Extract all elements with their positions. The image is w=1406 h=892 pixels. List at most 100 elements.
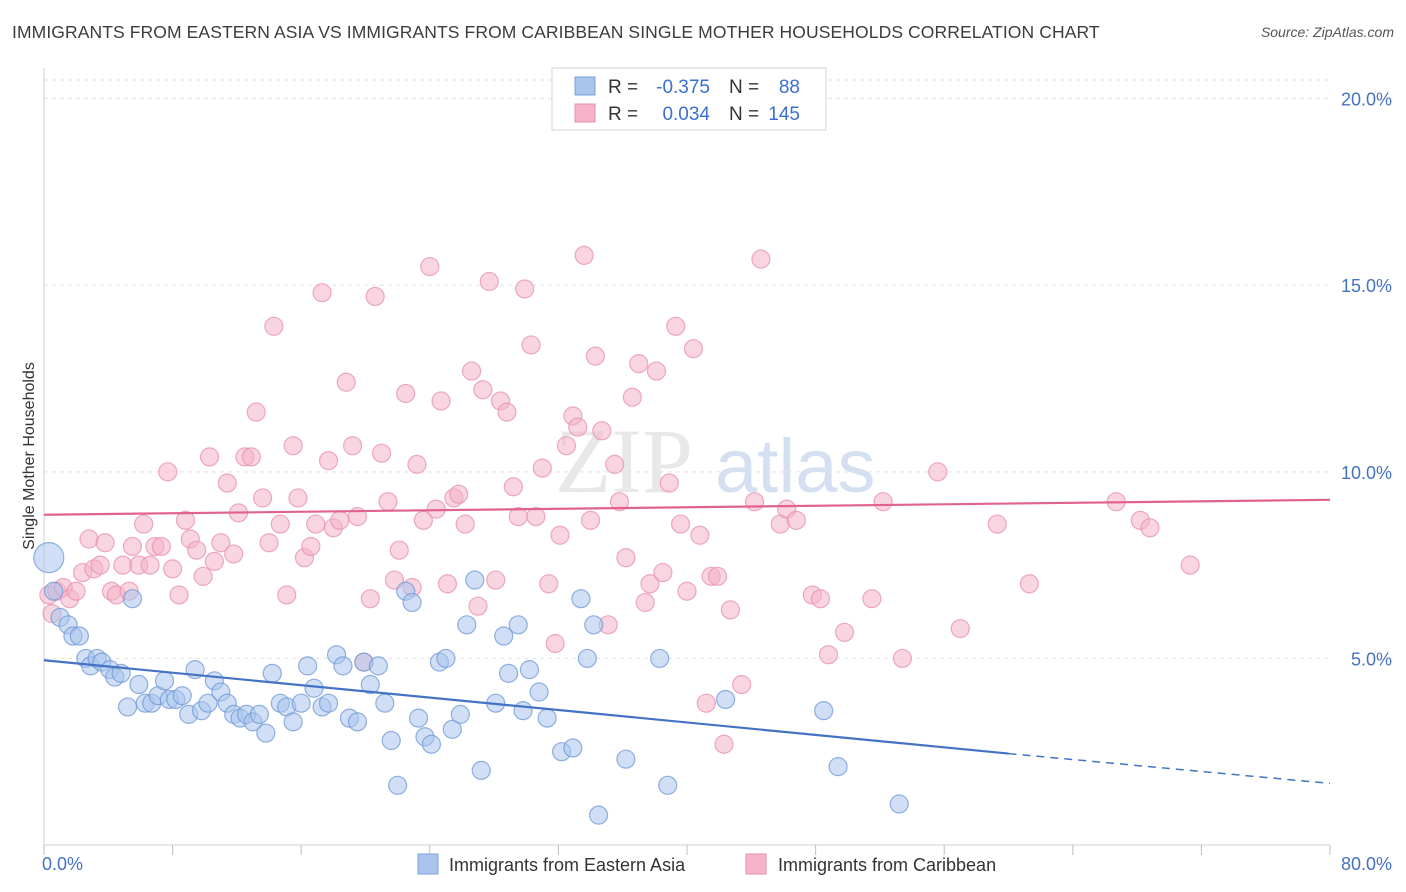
eastern-asia-point-86 — [828, 757, 848, 777]
y-axis-title: Single Mother Households — [21, 362, 38, 550]
caribbean-point-42 — [283, 436, 303, 456]
caribbean-point-73 — [468, 596, 488, 616]
caribbean-point-15 — [122, 536, 143, 557]
caribbean-point-121 — [786, 510, 806, 530]
eastern-asia-point-19 — [154, 671, 175, 691]
caribbean-point-48 — [318, 451, 339, 471]
eastern-asia-point-44 — [318, 693, 339, 713]
caribbean-point-118 — [751, 249, 771, 269]
legend-n-value-2: 145 — [768, 104, 800, 125]
caribbean-point-96 — [605, 454, 625, 474]
caribbean-point-46 — [306, 514, 326, 534]
eastern-asia-point-22 — [172, 686, 192, 706]
caribbean-point-102 — [640, 574, 660, 594]
caribbean-point-127 — [873, 492, 893, 512]
caribbean-point-109 — [683, 339, 704, 359]
caribbean-point-128 — [892, 648, 913, 669]
caribbean-point-107 — [670, 514, 691, 534]
caribbean-point-7 — [79, 529, 99, 549]
legend-swatch-caribbean — [574, 103, 596, 123]
caribbean-point-56 — [365, 286, 385, 307]
eastern-asia-point-83 — [658, 775, 678, 795]
caribbean-point-65 — [420, 256, 440, 277]
eastern-asia-point-78 — [577, 648, 597, 669]
caribbean-point-116 — [732, 674, 752, 695]
eastern-asia-point-85 — [814, 701, 834, 721]
chart-title: IMMIGRANTS FROM EASTERN ASIA VS IMMIGRAN… — [12, 22, 1100, 42]
legend-box: R = -0.375 N = 88 R = 0.034 N = 145 — [551, 67, 827, 131]
caribbean-point-91 — [574, 245, 594, 265]
eastern-asia-point-41 — [298, 656, 318, 676]
eastern-asia-point-39 — [283, 712, 303, 732]
caribbean-point-115 — [720, 600, 741, 620]
legend-n-label-2: N = — [729, 104, 759, 125]
caribbean-point-113 — [707, 566, 728, 586]
caribbean-point-23 — [169, 585, 189, 605]
bottom-legend-label-caribbean: Immigrants from Caribbean — [778, 855, 996, 875]
trend-lines — [43, 498, 1331, 785]
eastern-asia-point-80 — [588, 805, 609, 825]
caribbean-point-17 — [134, 514, 154, 534]
watermark-atlas: atlas — [715, 424, 876, 509]
caribbean-point-81 — [515, 279, 535, 299]
caribbean-point-39 — [264, 316, 284, 336]
eastern-asia-point-64 — [457, 615, 477, 635]
caribbean-point-110 — [690, 525, 710, 545]
caribbean-point-132 — [1019, 574, 1039, 594]
eastern-asia-point-84 — [715, 689, 736, 710]
caribbean-point-114 — [714, 734, 734, 754]
caribbean-point-29 — [204, 551, 224, 571]
caribbean-point-41 — [277, 585, 297, 605]
eastern-asia-point-34 — [249, 704, 270, 724]
eastern-asia-point-63 — [450, 704, 470, 724]
y-tick-label-0: 5.0% — [1351, 649, 1392, 669]
caribbean-point-18 — [140, 555, 160, 575]
caribbean-point-98 — [616, 548, 636, 568]
eastern-asia-point-81 — [616, 749, 636, 769]
eastern-asia-point-87 — [889, 794, 909, 814]
legend-r-value-1: -0.375 — [656, 77, 710, 98]
legend-n-value-1: 88 — [779, 77, 800, 98]
eastern-asia-point-50 — [360, 674, 380, 695]
legend-r-value-2: 0.034 — [662, 104, 710, 125]
caribbean-point-83 — [526, 507, 546, 527]
legend-swatch-eastern-asia — [574, 76, 596, 96]
legend-r-label-1: R = — [608, 77, 638, 98]
caribbean-point-71 — [455, 514, 475, 534]
caribbean-point-131 — [987, 514, 1007, 534]
eastern-asia-point-59 — [421, 734, 442, 754]
eastern-asia-point-53 — [381, 730, 401, 751]
caribbean-point-27 — [193, 566, 213, 586]
trend-line-eastern-asia-extension — [1008, 752, 1331, 785]
caribbean-point-50 — [330, 510, 350, 530]
eastern-asia-point-13 — [117, 697, 138, 717]
caribbean-point-74 — [473, 380, 493, 400]
caribbean-point-9 — [90, 555, 110, 575]
eastern-asia-point-74 — [537, 708, 557, 728]
source-label: Source: ZipAtlas.com — [1260, 24, 1394, 40]
eastern-asia-point-62 — [442, 719, 462, 739]
caribbean-point-126 — [862, 589, 882, 609]
caribbean-point-10 — [95, 533, 115, 553]
caribbean-point-70 — [449, 484, 469, 504]
series-eastern-asia-points — [33, 542, 909, 825]
caribbean-point-58 — [378, 492, 398, 512]
caribbean-point-93 — [585, 346, 605, 366]
caribbean-point-76 — [486, 570, 506, 590]
eastern-asia-point-71 — [513, 701, 533, 721]
caribbean-point-5 — [66, 581, 86, 601]
eastern-asia-point-14 — [122, 589, 143, 609]
caribbean-point-52 — [343, 436, 363, 456]
eastern-asia-point-52 — [375, 693, 395, 713]
caribbean-point-117 — [744, 492, 765, 512]
caribbean-point-21 — [158, 462, 178, 482]
caribbean-point-61 — [396, 383, 416, 404]
y-tick-labels: 5.0% 10.0% 15.0% 20.0% — [1341, 90, 1392, 670]
caribbean-point-47 — [312, 283, 332, 303]
eastern-asia-point-40 — [291, 693, 311, 713]
eastern-asia-point-42 — [304, 678, 324, 698]
x-tick-label-max: 80.0% — [1341, 854, 1392, 874]
legend-r-label-2: R = — [608, 104, 638, 125]
caribbean-point-94 — [592, 421, 612, 441]
